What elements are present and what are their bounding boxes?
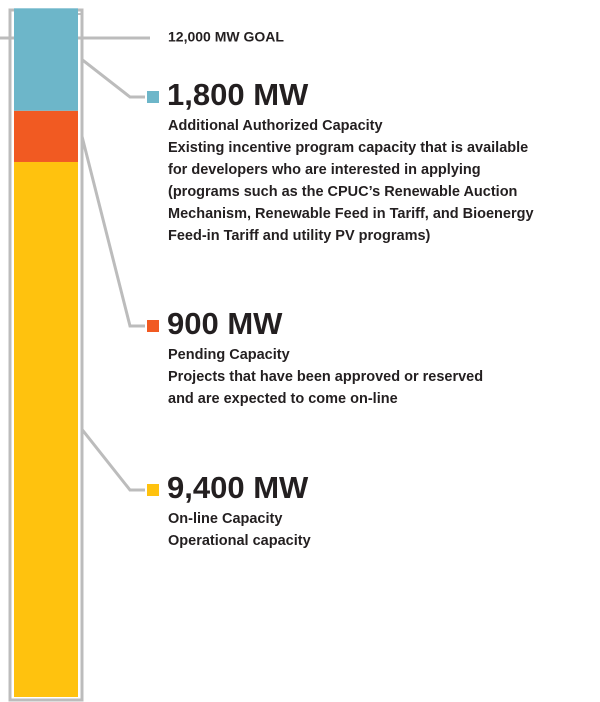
description-line: Mechanism, Renewable Feed in Tariff, and… bbox=[168, 206, 534, 222]
description-line: for developers who are interested in app… bbox=[168, 162, 481, 178]
goal-label: 12,000 MW GOAL bbox=[168, 29, 284, 45]
description-line: and are expected to come on-line bbox=[168, 391, 398, 407]
description-line: Projects that have been approved or rese… bbox=[168, 369, 483, 385]
legend-swatch bbox=[147, 320, 159, 332]
connector bbox=[80, 136, 145, 328]
series-name: Additional Authorized Capacity bbox=[168, 118, 383, 134]
description-line: Operational capacity bbox=[168, 533, 311, 549]
legend-swatch bbox=[147, 484, 159, 496]
value-label: 1,800 MW bbox=[167, 77, 309, 112]
bar-segment bbox=[14, 8, 78, 111]
value-label: 9,400 MW bbox=[167, 470, 309, 505]
connector bbox=[80, 428, 145, 492]
description-line: (programs such as the CPUC’s Renewable A… bbox=[168, 184, 517, 200]
bar-segment bbox=[14, 110, 78, 162]
series-name: On-line Capacity bbox=[168, 511, 282, 527]
legend-swatch bbox=[147, 91, 159, 103]
description-line: Existing incentive program capacity that… bbox=[168, 140, 528, 156]
description-line: Feed-in Tariff and utility PV programs) bbox=[168, 228, 431, 244]
value-label: 900 MW bbox=[167, 306, 283, 341]
connector bbox=[81, 58, 145, 99]
bar-segment bbox=[14, 161, 78, 697]
series-name: Pending Capacity bbox=[168, 347, 290, 363]
